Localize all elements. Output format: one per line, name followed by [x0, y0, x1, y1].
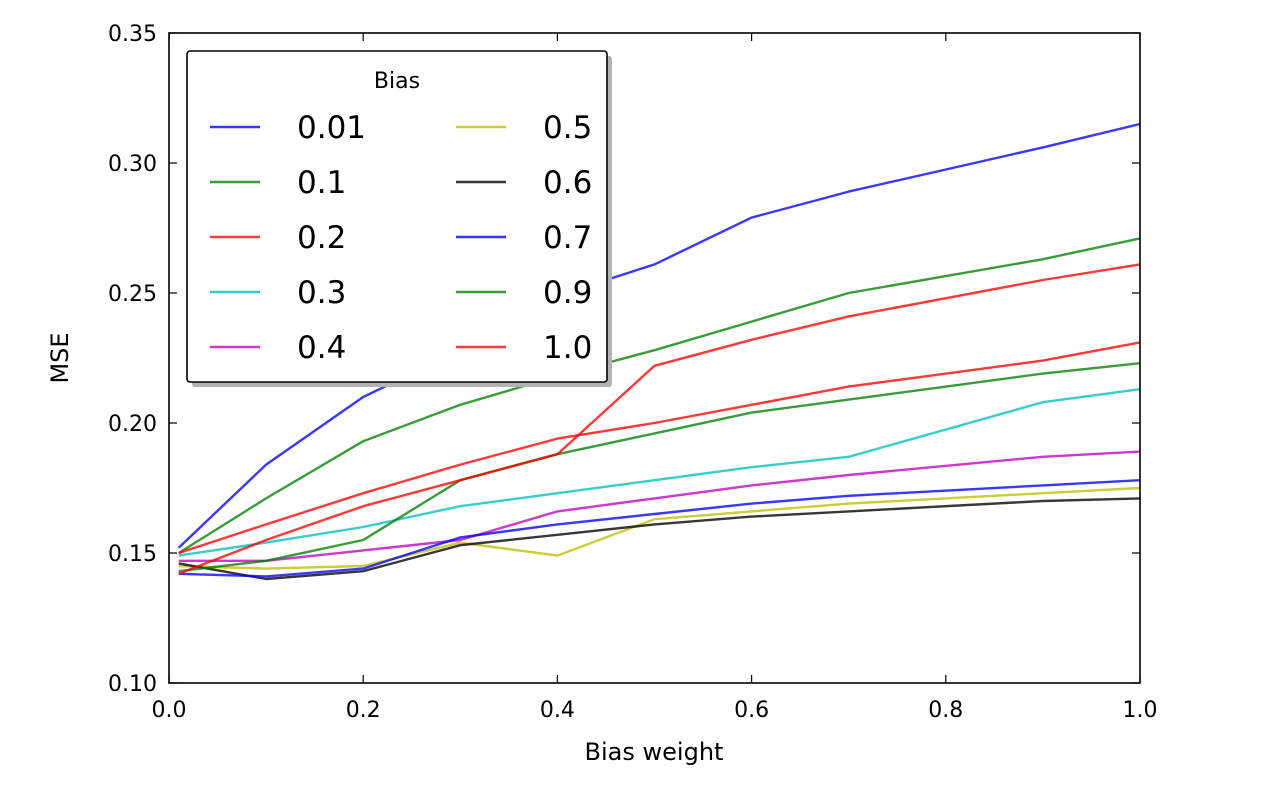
y-tick-label: 0.10: [108, 672, 157, 697]
axis-ticks: 0.0 0.2 0.4 0.6 0.8 1.0 0.10 0.15 0.20 0.25 0.30 0.…: [108, 22, 1157, 723]
x-tick-label: 0.8: [928, 698, 963, 723]
x-tick-label: 0.6: [734, 698, 769, 723]
x-tick-label: 0.0: [152, 698, 187, 723]
legend-label: 0.9: [543, 275, 592, 311]
legend-box: [186, 50, 608, 383]
legend-label: 0.01: [297, 110, 366, 146]
legend-label: 0.3: [297, 275, 346, 311]
series-line-3: [178, 341, 1141, 555]
y-tick-label: 0.15: [108, 542, 157, 567]
legend-label: 0.2: [297, 220, 346, 256]
x-axis-label: Bias weight: [585, 738, 724, 766]
x-tick-label: 0.4: [540, 698, 575, 723]
legend-label: 0.4: [297, 330, 346, 366]
x-tick-label: 1.0: [1123, 698, 1158, 723]
y-tick-label: 0.25: [108, 282, 157, 307]
series-line-5: [178, 450, 1141, 562]
legend: Bias 0.01 0.1 0.2 0.3 0.4 0.5 0.6 0.7 0.9 1.0: [186, 50, 612, 387]
legend-label: 0.5: [543, 110, 592, 146]
legend-title: Bias: [374, 69, 420, 94]
legend-label: 0.7: [543, 220, 592, 256]
legend-label: 0.1: [297, 165, 346, 201]
series-line-10: [178, 263, 1141, 575]
series-line-6: [178, 486, 1141, 570]
series-line-4: [178, 388, 1141, 557]
y-tick-label: 0.35: [108, 22, 157, 47]
plot-frame: [168, 32, 1141, 684]
series-lines: [177, 122, 1141, 581]
y-tick-label: 0.20: [108, 412, 157, 437]
y-tick-label: 0.30: [108, 152, 157, 177]
series-line-7: [178, 497, 1141, 581]
legend-label: 0.6: [543, 165, 592, 201]
x-tick-label: 0.2: [346, 698, 381, 723]
series-line-9: [178, 362, 1141, 573]
series-line-8: [178, 479, 1141, 578]
legend-label: 1.0: [543, 330, 592, 366]
y-axis-label: MSE: [46, 332, 74, 383]
